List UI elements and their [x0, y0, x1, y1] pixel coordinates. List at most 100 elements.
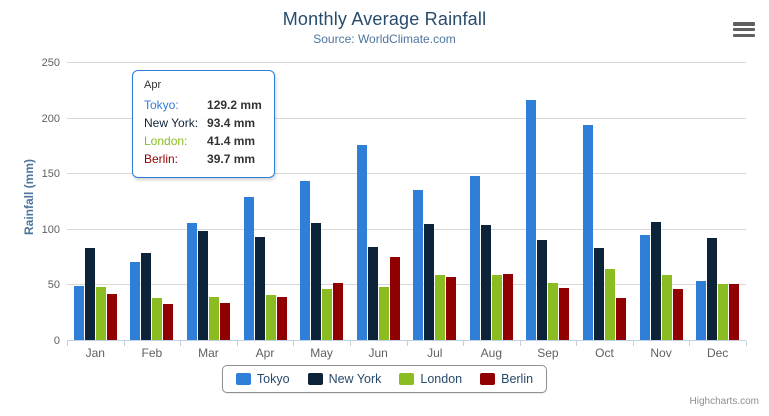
- y-axis-tick-label: 0: [53, 335, 60, 347]
- bar-new-york-feb[interactable]: [141, 253, 152, 341]
- tooltip-series-value-berlin: 39.7 mm: [207, 152, 256, 166]
- bar-tokyo-may[interactable]: [300, 180, 311, 341]
- bar-london-sep[interactable]: [548, 282, 559, 341]
- bar-new-york-nov[interactable]: [650, 222, 661, 341]
- legend-swatch-icon-berlin: [480, 373, 496, 385]
- x-axis-tick-label-aug: Aug: [480, 346, 503, 360]
- gridline-250: [67, 62, 746, 63]
- x-axis-tick-label-jul: Jul: [427, 346, 443, 360]
- x-axis-labels: Jan Feb Mar Apr May Jun Jul Aug Sep Oct Nov Dec: [67, 346, 746, 360]
- bar-london-dec[interactable]: [718, 284, 729, 341]
- tooltip-series-value-london: 41.4 mm: [207, 134, 256, 148]
- y-axis-tick-label: 250: [41, 57, 60, 69]
- export-menu-button[interactable]: [733, 22, 755, 37]
- bar-tokyo-jan[interactable]: [73, 285, 84, 341]
- x-axis-tick-label-feb: Feb: [141, 346, 163, 360]
- legend-label-new-york: New York: [328, 372, 382, 386]
- chart-subtitle: Source: WorldClimate.com: [313, 32, 456, 46]
- bar-tokyo-jun[interactable]: [356, 145, 367, 341]
- bar-berlin-jun[interactable]: [389, 257, 400, 341]
- tooltip: Apr Tokyo: 129.2 mm New York: 93.4 mm London…: [132, 70, 275, 178]
- x-axis-tick: [180, 341, 182, 346]
- bar-new-york-jan[interactable]: [84, 248, 95, 341]
- bar-berlin-nov[interactable]: [672, 288, 683, 341]
- gridline-200: [67, 117, 746, 119]
- x-axis-tick-label-may: May: [310, 346, 333, 360]
- bar-london-jun[interactable]: [378, 287, 389, 341]
- bar-berlin-jan[interactable]: [106, 293, 117, 341]
- bar-berlin-may[interactable]: [333, 282, 344, 341]
- gridline-150: [67, 173, 746, 175]
- bar-london-nov[interactable]: [661, 275, 672, 341]
- bar-london-oct[interactable]: [604, 268, 615, 341]
- bar-new-york-mar[interactable]: [197, 231, 208, 341]
- x-axis-tick: [632, 341, 634, 346]
- legend-item-london[interactable]: London: [399, 372, 462, 386]
- bar-new-york-jul[interactable]: [424, 224, 435, 341]
- bar-tokyo-feb[interactable]: [130, 261, 141, 341]
- column-group-feb: [124, 63, 181, 341]
- bar-london-apr[interactable]: [265, 294, 276, 341]
- column-group-mar: [180, 63, 237, 341]
- bar-london-may[interactable]: [322, 288, 333, 341]
- column-group-aug: [463, 63, 520, 341]
- bar-tokyo-aug[interactable]: [469, 175, 480, 341]
- y-axis-labels: 0 50 100 150 200 250: [0, 57, 60, 347]
- bar-london-mar[interactable]: [208, 297, 219, 341]
- bar-berlin-oct[interactable]: [615, 297, 626, 341]
- bar-berlin-dec[interactable]: [729, 284, 740, 341]
- bar-london-jul[interactable]: [435, 275, 446, 341]
- bar-berlin-sep[interactable]: [559, 288, 570, 341]
- bar-london-jan[interactable]: [95, 286, 106, 341]
- tooltip-series-label-new-york: New York:: [144, 116, 199, 130]
- bar-tokyo-nov[interactable]: [639, 234, 650, 341]
- bar-berlin-apr[interactable]: [276, 296, 287, 341]
- bar-tokyo-mar[interactable]: [186, 222, 197, 341]
- bar-tokyo-dec[interactable]: [696, 280, 707, 341]
- legend-item-new-york[interactable]: New York: [307, 372, 382, 386]
- bar-berlin-feb[interactable]: [163, 304, 174, 341]
- x-axis-tick-label-mar: Mar: [198, 346, 219, 360]
- bar-london-feb[interactable]: [152, 297, 163, 341]
- bar-tokyo-sep[interactable]: [526, 100, 537, 341]
- x-axis-tick: [689, 341, 691, 346]
- bar-berlin-mar[interactable]: [219, 302, 230, 341]
- gridline-100: [67, 228, 746, 230]
- bar-berlin-jul[interactable]: [446, 277, 457, 341]
- legend-box: Tokyo New York London Berlin: [221, 365, 548, 393]
- y-axis-tick-label: 50: [47, 279, 60, 292]
- legend-swatch-icon-london: [399, 373, 415, 385]
- bar-new-york-oct[interactable]: [593, 248, 604, 341]
- bar-new-york-dec[interactable]: [707, 238, 718, 341]
- bar-new-york-may[interactable]: [311, 223, 322, 341]
- bar-tokyo-apr[interactable]: [243, 197, 254, 341]
- x-axis-ticks: [67, 341, 747, 347]
- bar-tokyo-jul[interactable]: [413, 190, 424, 341]
- tooltip-rows: Tokyo: 129.2 mm New York: 93.4 mm London: 41.…: [144, 96, 262, 168]
- x-axis-tick: [293, 341, 295, 346]
- bar-new-york-sep[interactable]: [537, 239, 548, 341]
- legend-item-tokyo[interactable]: Tokyo: [235, 372, 290, 386]
- legend-swatch-icon-tokyo: [235, 373, 251, 385]
- tooltip-series-value-tokyo: 129.2 mm: [207, 98, 262, 112]
- bar-berlin-aug[interactable]: [502, 273, 513, 341]
- gridline-0: [67, 340, 746, 341]
- column-group-sep: [520, 63, 577, 341]
- legend-label-tokyo: Tokyo: [256, 372, 290, 386]
- bar-new-york-aug[interactable]: [480, 225, 491, 341]
- x-axis-tick: [67, 341, 68, 346]
- y-axis-tick-label: 150: [41, 168, 60, 181]
- bar-new-york-jun[interactable]: [367, 247, 378, 341]
- bar-new-york-apr[interactable]: [254, 237, 265, 341]
- bar-london-aug[interactable]: [491, 274, 502, 341]
- credits-link[interactable]: Highcharts.com: [689, 396, 759, 407]
- legend-label-berlin: Berlin: [501, 372, 534, 386]
- x-axis-tick-label-jan: Jan: [85, 346, 105, 360]
- x-axis-tick: [746, 341, 747, 346]
- legend-item-berlin[interactable]: Berlin: [480, 372, 533, 386]
- gridlines: [67, 62, 746, 341]
- legend-label-london: London: [420, 372, 463, 386]
- bar-tokyo-oct[interactable]: [582, 125, 593, 341]
- chart-title: Monthly Average Rainfall: [282, 9, 487, 29]
